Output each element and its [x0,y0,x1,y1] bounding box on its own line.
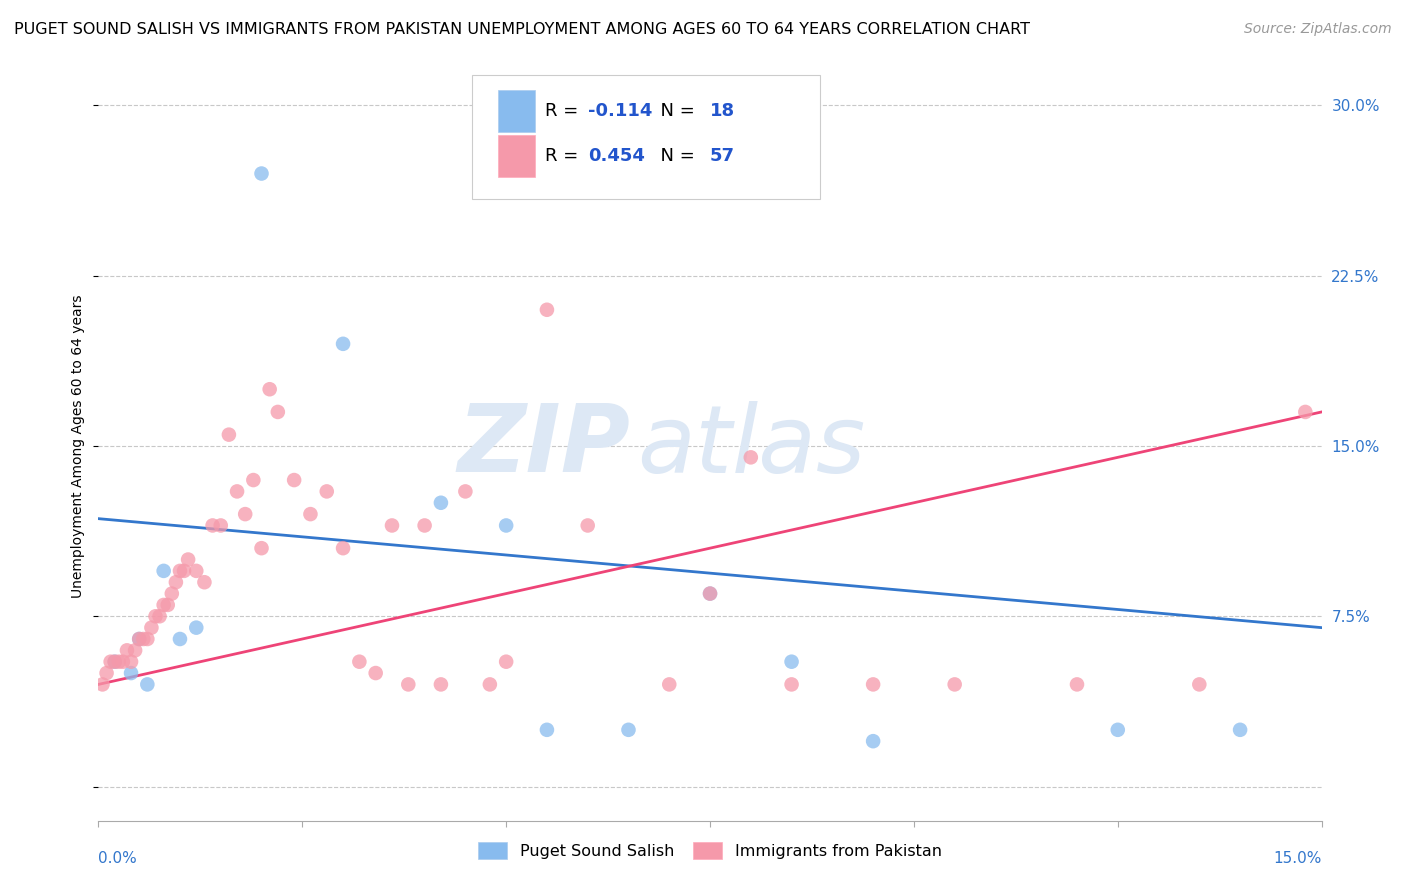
Point [364,666,387,681]
Point [145,609,167,624]
Point [454,484,477,499]
FancyBboxPatch shape [498,90,536,132]
Point [381,518,404,533]
Point [943,677,966,691]
Point [186,621,208,635]
Point [250,167,273,181]
Point [160,586,183,600]
Point [104,655,127,669]
Point [658,677,681,691]
Legend: Puget Sound Salish, Immigrants from Pakistan: Puget Sound Salish, Immigrants from Paki… [472,836,948,865]
Point [862,677,884,691]
Point [169,564,191,578]
Point [173,564,195,578]
Point [152,564,174,578]
Point [100,655,122,669]
Point [349,655,371,669]
Point [128,632,150,646]
Point [169,632,191,646]
Text: N =: N = [648,147,700,165]
Point [283,473,305,487]
Point [315,484,337,499]
Point [233,507,256,521]
Point [136,677,159,691]
Point [152,598,174,612]
Point [193,575,215,590]
Point [1107,723,1129,737]
Point [332,336,354,351]
Text: N =: N = [648,102,700,120]
Text: 0.0%: 0.0% [98,851,138,866]
Point [780,677,803,691]
Text: 0.454: 0.454 [588,147,644,165]
Text: PUGET SOUND SALISH VS IMMIGRANTS FROM PAKISTAN UNEMPLOYMENT AMONG AGES 60 TO 64 : PUGET SOUND SALISH VS IMMIGRANTS FROM PA… [14,22,1031,37]
Point [862,734,884,748]
Point [91,677,114,691]
Point [536,302,558,317]
Point [1188,677,1211,691]
Point [115,643,138,657]
Point [156,598,179,612]
Point [617,723,640,737]
Point [267,405,290,419]
Point [149,609,172,624]
Text: R =: R = [546,102,583,120]
Point [120,655,142,669]
Point [128,632,150,646]
Text: atlas: atlas [637,401,865,491]
Point [242,473,264,487]
Text: 18: 18 [710,102,735,120]
Text: 15.0%: 15.0% [1274,851,1322,866]
Point [740,450,762,465]
Y-axis label: Unemployment Among Ages 60 to 64 years: Unemployment Among Ages 60 to 64 years [72,294,86,598]
Text: -0.114: -0.114 [588,102,652,120]
Point [478,677,501,691]
Point [1294,405,1316,419]
Point [332,541,354,556]
Point [1229,723,1251,737]
Point [120,666,142,681]
Point [413,518,436,533]
Point [104,655,127,669]
Point [218,427,240,442]
Point [699,586,721,600]
Text: R =: R = [546,147,583,165]
Point [96,666,118,681]
Point [209,518,232,533]
Point [536,723,558,737]
Point [186,564,208,578]
Text: ZIP: ZIP [457,400,630,492]
Text: Source: ZipAtlas.com: Source: ZipAtlas.com [1244,22,1392,37]
Point [201,518,224,533]
Point [259,382,281,396]
FancyBboxPatch shape [471,75,820,199]
Point [108,655,131,669]
Point [430,677,453,691]
Point [430,496,453,510]
Point [576,518,599,533]
Point [396,677,419,691]
Point [226,484,249,499]
Point [1066,677,1088,691]
Point [141,621,163,635]
Point [250,541,273,556]
Point [177,552,200,566]
FancyBboxPatch shape [498,136,536,177]
Point [132,632,155,646]
Point [699,586,721,600]
Point [111,655,134,669]
Point [780,655,803,669]
Point [124,643,146,657]
Point [136,632,159,646]
Text: 57: 57 [710,147,735,165]
Point [495,655,517,669]
Point [299,507,322,521]
Point [495,518,517,533]
Point [165,575,187,590]
